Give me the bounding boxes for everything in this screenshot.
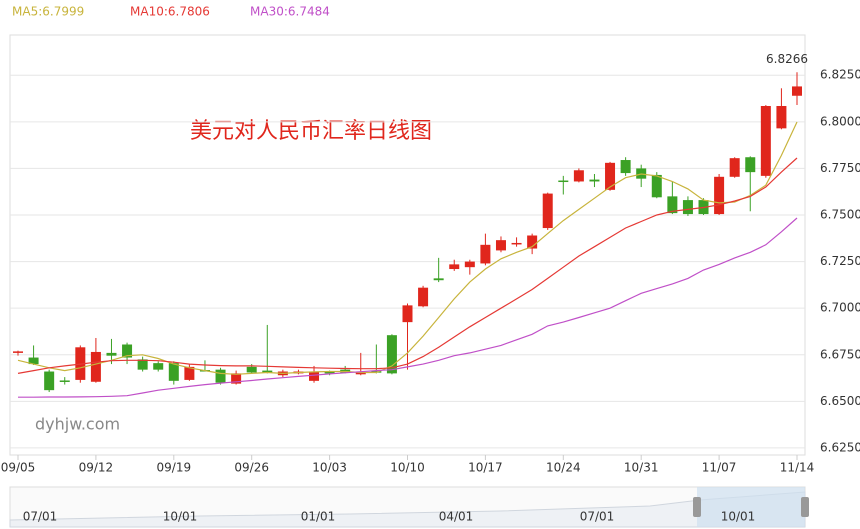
y-tick-label: 6.7250: [820, 254, 860, 268]
y-tick-label: 6.8250: [820, 68, 860, 82]
candle-body: [729, 158, 740, 177]
ma-line: [17, 157, 798, 374]
candle-body: [386, 335, 397, 374]
candle-body: [714, 176, 725, 215]
x-tick-label: 10/03: [312, 461, 347, 475]
chart-title: 美元对人民币汇率日线图: [190, 119, 432, 144]
x-tick-label: 09/26: [234, 461, 269, 475]
candle-body: [620, 160, 631, 174]
candle-body: [13, 351, 23, 353]
y-tick-label: 6.7000: [820, 301, 860, 315]
candle-body: [573, 170, 584, 182]
y-tick-label: 6.6500: [820, 394, 860, 408]
y-tick-label: 6.6250: [820, 440, 860, 454]
candle-body: [589, 179, 600, 182]
candle-body: [651, 174, 662, 198]
candle-body: [262, 370, 273, 373]
y-tick-label: 6.7750: [820, 161, 860, 175]
candle-body: [682, 200, 693, 215]
candle-body: [137, 359, 148, 370]
y-tick-label: 6.6750: [820, 347, 860, 361]
candle-body: [402, 305, 413, 323]
candle-body: [495, 240, 506, 251]
navigator-label: 07/01: [23, 510, 58, 524]
legend-entry: MA10:6.7806: [130, 5, 210, 19]
x-tick-label: 10/17: [468, 461, 503, 475]
candle-body: [667, 196, 678, 214]
candle-body: [792, 86, 802, 96]
candle-body: [246, 366, 257, 373]
candle-body: [44, 371, 55, 391]
navigator: 07/01 10/01 01/01 04/01 07/01 10/01: [9, 486, 809, 528]
x-tick-label: 09/19: [157, 461, 192, 475]
candle-body: [464, 261, 475, 268]
legend-entry: MA5:6.7999: [12, 5, 84, 19]
candle-body: [527, 235, 538, 249]
candle-body: [776, 105, 787, 129]
candle-body: [511, 242, 522, 245]
candle-body: [605, 162, 616, 190]
candle-body: [480, 244, 491, 264]
candle-body: [153, 363, 164, 370]
candle-body: [542, 193, 553, 229]
x-tick-label: 09/05: [1, 461, 36, 475]
candle-body: [449, 264, 460, 270]
navigator-handle[interactable]: [693, 497, 701, 517]
candle-body: [418, 287, 429, 307]
navigator-area: [9, 491, 806, 528]
y-tick-label: 6.8000: [820, 114, 860, 128]
candle-body: [90, 351, 101, 382]
ma-line: [17, 121, 798, 375]
navigator-label: 10/01: [163, 510, 198, 524]
navigator-label: 10/01: [721, 510, 756, 524]
x-tick-label: 11/14: [780, 461, 815, 475]
candle-body: [28, 357, 39, 365]
navigator-label: 04/01: [439, 510, 474, 524]
candle-body: [324, 371, 335, 374]
navigator-handle[interactable]: [801, 497, 809, 517]
max-annotation: 6.8266: [766, 52, 808, 66]
x-tick-label: 10/24: [546, 461, 581, 475]
candle-body: [745, 157, 756, 173]
x-tick-label: 10/31: [624, 461, 659, 475]
candle-body: [355, 372, 366, 375]
candle-body: [558, 180, 569, 183]
candle-body: [760, 105, 771, 176]
candle-body: [122, 344, 133, 358]
candle-body: [106, 352, 117, 356]
y-tick-label: 6.7500: [820, 208, 860, 222]
candle-body: [168, 363, 179, 381]
navigator-label: 01/01: [301, 510, 336, 524]
candle-body: [59, 380, 70, 382]
ma-line: [18, 217, 798, 398]
candle-body: [433, 278, 444, 281]
candle-body: [184, 366, 195, 380]
legend-entry: MA30:6.7484: [250, 5, 330, 19]
candle-body: [231, 373, 242, 384]
navigator-label: 07/01: [580, 510, 615, 524]
x-tick-label: 11/07: [702, 461, 737, 475]
x-tick-label: 09/12: [79, 461, 114, 475]
candle-body: [215, 369, 226, 383]
plot-frame: [9, 34, 806, 456]
watermark: dyhjw.com: [35, 415, 120, 434]
x-tick-label: 10/10: [390, 461, 425, 475]
candle-body: [309, 371, 320, 381]
navigator-selection[interactable]: [697, 487, 805, 527]
